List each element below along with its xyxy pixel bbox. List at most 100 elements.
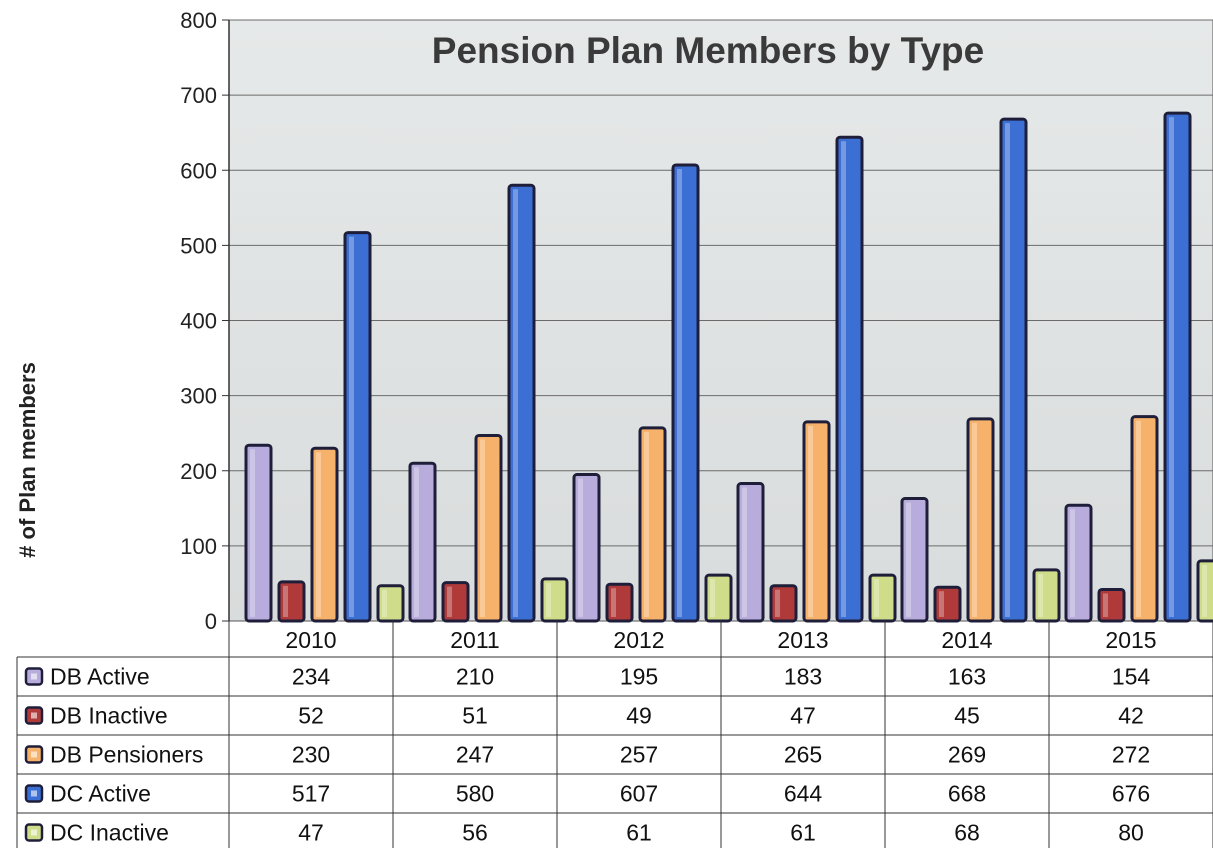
legend-label: DC Inactive xyxy=(50,820,169,846)
bar-dc-active-2011 xyxy=(507,183,536,623)
data-label: 51 xyxy=(462,703,488,729)
bar-highlight xyxy=(677,168,682,617)
legend-key-highlight xyxy=(31,829,37,836)
y-tick-label: 100 xyxy=(180,534,217,559)
bar-db-active-2015 xyxy=(1064,503,1093,623)
legend-key-highlight xyxy=(31,790,37,797)
data-label: 52 xyxy=(298,703,324,729)
bar-highlight xyxy=(250,449,255,617)
bar-dc-active-2014 xyxy=(999,117,1028,623)
data-label: 49 xyxy=(626,703,652,729)
data-label: 154 xyxy=(1112,664,1151,690)
y-tick-label: 300 xyxy=(180,384,217,409)
bar-highlight xyxy=(775,589,780,617)
bar-highlight xyxy=(283,585,288,617)
legend-key-highlight xyxy=(31,751,37,758)
bar-db-active-2014 xyxy=(900,497,929,623)
data-table: 2010 2011 2012 2013 2014 2015 DB Active 234 210 1… xyxy=(16,621,1213,848)
bar-highlight xyxy=(513,189,518,617)
data-label: 68 xyxy=(954,820,980,846)
bar-highlight xyxy=(874,579,879,617)
bar-highlight xyxy=(808,425,813,617)
bar-highlight xyxy=(710,579,715,617)
data-label: 61 xyxy=(790,820,816,846)
data-label: 195 xyxy=(620,664,658,690)
data-label: 234 xyxy=(292,664,331,690)
y-tick-label: 700 xyxy=(180,83,217,108)
bar-db-pensioners-2010 xyxy=(310,446,339,623)
data-label: 269 xyxy=(948,742,986,768)
bar-highlight xyxy=(1103,593,1108,617)
data-label: 56 xyxy=(462,820,488,846)
bar-highlight xyxy=(1169,117,1174,617)
bar-highlight xyxy=(1038,573,1043,617)
bar-dc-inactive-2010 xyxy=(376,584,405,623)
x-tick-label: 2013 xyxy=(777,627,828,653)
data-label: 210 xyxy=(456,664,494,690)
y-tick-labels: 0 100 200 300 400 500 600 700 800 xyxy=(180,8,230,634)
bar-db-pensioners-2015 xyxy=(1130,415,1159,623)
chart-title: Pension Plan Members by Type xyxy=(432,30,984,71)
legend-label: DC Active xyxy=(50,781,151,807)
data-label: 61 xyxy=(626,820,652,846)
data-label: 45 xyxy=(954,703,980,729)
data-label: 47 xyxy=(790,703,816,729)
bar-highlight xyxy=(841,141,846,617)
bar-highlight xyxy=(382,589,387,617)
bar-db-active-2011 xyxy=(408,461,437,623)
data-label: 668 xyxy=(948,781,986,807)
bar-highlight xyxy=(546,582,551,617)
bar-highlight xyxy=(578,478,583,617)
x-tick-label: 2010 xyxy=(285,627,336,653)
bar-db-active-2012 xyxy=(572,473,601,623)
data-label: 183 xyxy=(784,664,822,690)
data-label: 80 xyxy=(1118,820,1144,846)
y-tick-label: 500 xyxy=(180,233,217,258)
x-tick-label: 2014 xyxy=(941,627,992,653)
legend-key-highlight xyxy=(31,673,37,680)
bar-db-active-2013 xyxy=(736,482,765,623)
y-tick-label: 200 xyxy=(180,459,217,484)
bar-db-pensioners-2011 xyxy=(474,433,503,623)
bar-highlight xyxy=(1005,123,1010,617)
bar-highlight xyxy=(939,591,944,617)
y-tick-label: 800 xyxy=(180,8,217,33)
gridlines xyxy=(229,19,1213,547)
bar-highlight xyxy=(644,431,649,617)
bar-dc-active-2012 xyxy=(671,163,700,623)
data-label: 644 xyxy=(784,781,823,807)
bar-highlight xyxy=(480,439,485,617)
x-tick-label: 2015 xyxy=(1105,627,1156,653)
x-tick-label: 2012 xyxy=(613,627,664,653)
bar-dc-inactive-2012 xyxy=(704,573,733,623)
y-tick-label: 600 xyxy=(180,158,217,183)
bar-highlight xyxy=(906,502,911,617)
bar-dc-inactive-2011 xyxy=(540,577,569,623)
bars xyxy=(244,111,1213,623)
bar-highlight xyxy=(447,586,452,617)
data-label: 230 xyxy=(292,742,330,768)
legend-label: DB Active xyxy=(50,664,150,690)
y-tick-label: 0 xyxy=(205,609,217,634)
bar-highlight xyxy=(742,487,747,617)
data-label: 163 xyxy=(948,664,986,690)
bar-db-inactive-2014 xyxy=(933,585,962,623)
bar-db-inactive-2011 xyxy=(441,581,470,623)
data-label: 517 xyxy=(292,781,330,807)
bar-dc-active-2010 xyxy=(343,231,372,623)
bar-db-inactive-2013 xyxy=(769,584,798,623)
bar-dc-active-2013 xyxy=(835,135,864,623)
bar-highlight xyxy=(349,236,354,617)
data-label: 265 xyxy=(784,742,822,768)
bar-db-inactive-2012 xyxy=(605,582,634,623)
bar-db-inactive-2010 xyxy=(277,580,306,623)
bar-highlight xyxy=(1070,509,1075,617)
legend-label: DB Inactive xyxy=(50,703,168,729)
bar-dc-inactive-2013 xyxy=(868,573,897,623)
x-tick-label: 2011 xyxy=(450,627,499,653)
bar-db-pensioners-2012 xyxy=(638,426,667,623)
bar-db-inactive-2015 xyxy=(1097,587,1126,623)
bar-db-pensioners-2013 xyxy=(802,420,831,623)
bar-highlight xyxy=(316,452,321,617)
bar-dc-active-2015 xyxy=(1163,111,1192,623)
